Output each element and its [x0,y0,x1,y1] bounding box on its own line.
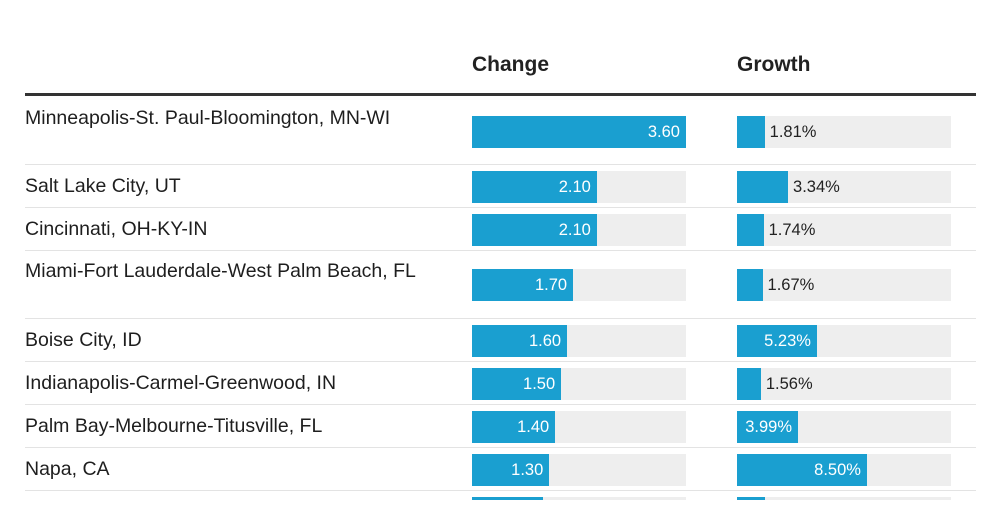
change-bar-track: 3.60 [472,116,686,148]
growth-bar-track: 8.50% [737,454,951,486]
row-label: Miami-Fort Lauderdale-West Palm Beach, F… [25,260,416,282]
growth-value-label: 1.74% [768,221,816,239]
table-row: Minneapolis-St. Paul-Bloomington, MN-WI 3… [25,98,976,165]
growth-bar [737,269,763,301]
change-value-label: 1.60 [529,332,562,350]
change-bar [472,497,544,500]
growth-bar-track: 3.99% [737,411,951,443]
growth-bar [737,325,817,357]
change-bar-track: 2.10 [472,214,686,246]
growth-bar-track [737,497,951,500]
growth-bar-track: 1.74% [737,214,951,246]
data-table: Change Growth Minneapolis-St. Paul-Bloom… [25,0,976,524]
change-bar [472,116,686,148]
growth-value-label: 3.34% [793,178,840,196]
growth-value-label: 8.50% [814,461,861,479]
change-bar [472,325,568,357]
growth-bar-track: 3.34% [737,171,951,203]
growth-bar [737,116,765,148]
table-row: Cincinnati, OH-KY-IN 2.10 1.74% [25,208,976,251]
change-bar [472,269,574,301]
row-label: Palm Bay-Melbourne-Titusville, FL [25,415,323,437]
growth-bar [737,411,798,443]
growth-bar [737,171,789,203]
growth-value-label: 1.56% [765,375,813,393]
growth-bar-track: 1.67% [737,269,951,301]
growth-value-label: 3.99% [745,418,792,436]
growth-bar-track: 1.81% [737,116,951,148]
column-header-change: Change [472,53,550,76]
table-row: Salt Lake City, UT 2.10 3.34% [25,165,976,208]
change-value-label: 3.60 [647,123,680,141]
growth-value-label: 1.67% [767,276,815,294]
row-label: Cincinnati, OH-KY-IN [25,218,208,240]
change-value-label: 1.30 [511,461,544,479]
growth-bar [737,368,761,400]
row-label: Napa, CA [25,458,110,480]
growth-bar-track: 1.56% [737,368,951,400]
change-value-label: 1.50 [523,375,556,393]
table-row: Napa, CA 1.30 8.50% [25,448,976,491]
table-row-partial [25,491,976,500]
change-bar-track: 1.60 [472,325,686,357]
growth-bar [737,497,765,500]
change-bar-track: 1.70 [472,269,686,301]
change-bar [472,368,562,400]
change-bar-track: 2.10 [472,171,686,203]
table-row: Indianapolis-Carmel-Greenwood, IN 1.50 1.5… [25,362,976,405]
row-label: Salt Lake City, UT [25,175,181,197]
change-bar [472,411,556,443]
growth-value-label: 1.81% [769,123,817,141]
row-label: Minneapolis-St. Paul-Bloomington, MN-WI [25,107,391,129]
column-header-growth: Growth [737,53,811,76]
growth-bar [737,454,867,486]
change-value-label: 2.10 [558,178,591,196]
table-header: Change Growth [25,0,976,96]
change-bar-track: 1.40 [472,411,686,443]
table-row: Palm Bay-Melbourne-Titusville, FL 1.40 3.9… [25,405,976,448]
row-label: Boise City, ID [25,329,142,351]
row-label: Indianapolis-Carmel-Greenwood, IN [25,372,337,394]
table-row: Boise City, ID 1.60 5.23% [25,319,976,362]
growth-bar [737,214,764,246]
growth-value-label: 5.23% [764,332,811,350]
table-row: Miami-Fort Lauderdale-West Palm Beach, F… [25,251,976,319]
change-bar-track: 1.50 [472,368,686,400]
change-value-label: 1.40 [517,418,550,436]
change-bar [472,171,597,203]
change-bar [472,214,597,246]
change-value-label: 2.10 [558,221,591,239]
change-bar-track [472,497,686,500]
growth-bar-track: 5.23% [737,325,951,357]
change-bar [472,454,550,486]
change-value-label: 1.70 [534,276,568,294]
change-bar-track: 1.30 [472,454,686,486]
